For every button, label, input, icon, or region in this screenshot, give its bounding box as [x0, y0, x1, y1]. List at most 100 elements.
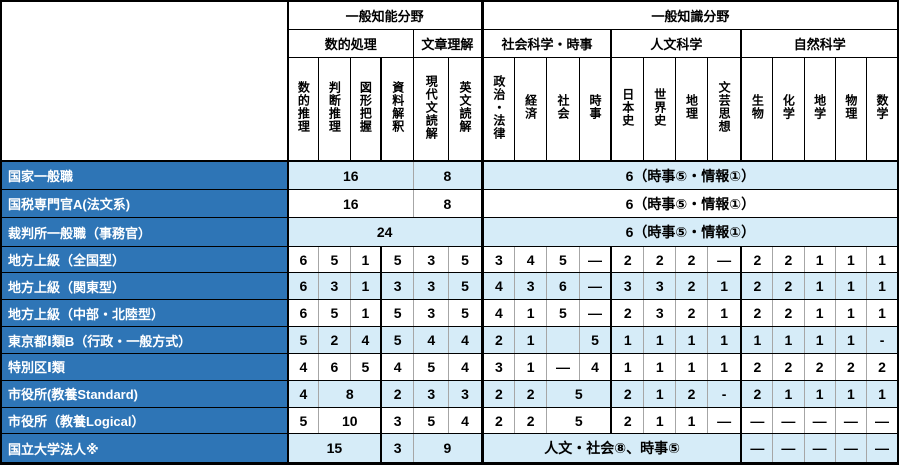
value-cell: 1 [772, 379, 805, 408]
value-cell: 6 [546, 272, 580, 301]
value-cell: 5 [546, 406, 612, 435]
value-cell: - [706, 379, 742, 408]
value-cell: 2 [866, 352, 899, 381]
value-cell: 2 [772, 272, 805, 301]
column-header-label: 化学 [781, 94, 796, 121]
value-cell: 5 [546, 245, 580, 274]
value-cell: 1 [834, 299, 868, 328]
column-subgroup-header: 数的処理 [286, 28, 415, 58]
value-cell: 1 [675, 326, 708, 354]
column-header: 世界史 [643, 56, 677, 162]
value-cell: 5 [380, 299, 415, 328]
value-cell: 1 [349, 272, 382, 301]
value-cell: 4 [448, 352, 483, 381]
table-row: 国家一般職 16 8 6（時事⑤・情報①） [0, 160, 899, 191]
corner-cell [0, 0, 289, 162]
value-cell: 6（時事⑤・情報①） [480, 160, 899, 191]
value-cell: 1 [803, 299, 836, 328]
column-header-label: 現代文読解 [424, 74, 439, 140]
column-group-header: 一般知能分野 [287, 0, 483, 30]
table-row: 地方上級（全国型） 6 5 1 5 3 5 3 4 5—2 2 2—2 2 1 1 1 [0, 245, 899, 274]
value-cell: 5 [413, 406, 450, 435]
value-cell: 1 [834, 326, 868, 354]
value-cell: 1 [514, 352, 548, 381]
value-cell: 2 [514, 379, 548, 408]
value-cell: 2 [514, 406, 548, 435]
value-cell: 2 [480, 326, 516, 354]
row-label: 特別区Ⅰ類 [0, 352, 289, 381]
value-cell: 4 [448, 406, 483, 435]
value-cell: 2 [480, 379, 516, 408]
value-cell: 1 [866, 379, 899, 408]
value-cell: — [866, 433, 899, 464]
value-cell: 1 [349, 245, 382, 274]
row-label: 市役所(教養Standard) [0, 379, 289, 408]
row-label: 国税専門官A(法文系) [0, 189, 289, 219]
value-cell: 1 [675, 406, 708, 435]
value-cell: 6 [318, 352, 351, 381]
value-cell: — [546, 352, 580, 381]
value-cell: 2 [772, 299, 805, 328]
column-header-label: 政治・法律 [491, 74, 506, 140]
column-header: 数学 [866, 56, 899, 162]
row-label: 裁判所一般職（事務官） [0, 217, 289, 247]
column-header: 化学 [772, 56, 805, 162]
value-cell: 1 [803, 272, 836, 301]
column-header: 社会 [546, 56, 580, 162]
column-header-label: 判断推理 [327, 81, 342, 134]
column-header: 現代文読解 [413, 56, 450, 162]
value-cell: 5 [578, 326, 612, 354]
value-cell: 5 [318, 245, 351, 274]
value-cell: 5 [286, 406, 320, 435]
column-subgroup-header: 人文科学 [610, 28, 742, 58]
value-cell: 6（時事⑤・情報①） [480, 189, 899, 219]
value-cell: 1 [643, 379, 677, 408]
value-cell: 6（時事⑤・情報①） [480, 217, 899, 247]
column-header: 資料解釈 [380, 56, 415, 162]
column-header-label: 資料解釈 [390, 81, 405, 134]
value-cell: 6 [286, 299, 320, 328]
value-cell: 2 [610, 245, 645, 274]
value-cell: 1 [643, 406, 677, 435]
value-cell: — [772, 406, 805, 435]
column-header-label: 地学 [812, 94, 827, 121]
value-cell: 16 [286, 160, 415, 191]
value-cell: 2 [834, 352, 868, 381]
row-label: 国家一般職 [0, 160, 289, 191]
column-header: 数的推理 [286, 56, 320, 162]
value-cell: 1 [803, 379, 836, 408]
header-group-row-2: 数的処理 文章理解 社会科学・時事 人文科学 自然科学 [1, 28, 899, 58]
value-cell: 2 [740, 379, 774, 408]
column-header: 時事 [578, 56, 612, 162]
value-cell: — [834, 406, 868, 435]
column-header-label: 図形把握 [358, 81, 373, 134]
value-cell: 1 [706, 272, 742, 301]
column-subgroup-header: 文章理解 [413, 28, 483, 58]
column-header: 生物 [740, 56, 774, 162]
value-cell: 5 [349, 352, 382, 381]
value-cell: — [866, 406, 899, 435]
value-cell: 人文・社会⑧、時事⑤ [480, 433, 742, 464]
value-cell: 2 [675, 245, 708, 274]
value-cell: 1 [803, 245, 836, 274]
value-cell: 9 [413, 433, 483, 464]
value-cell: 8 [318, 379, 382, 408]
value-cell: 1 [514, 326, 548, 354]
value-cell: 3 [413, 299, 450, 328]
column-header-label: 日本史 [620, 87, 635, 127]
value-cell: 3 [413, 245, 450, 274]
value-cell: 5 [318, 299, 351, 328]
column-group-header: 一般知識分野 [480, 0, 899, 30]
value-cell: 1 [834, 379, 868, 408]
value-cell: 5 [448, 299, 483, 328]
value-cell: 3 [413, 379, 450, 408]
value-cell: 4 [413, 326, 450, 354]
value-cell: - [866, 326, 899, 354]
value-cell: 3 [380, 433, 415, 464]
table-row: 国税専門官A(法文系) 16 8 6（時事⑤・情報①） [0, 189, 899, 219]
column-header: 図形把握 [349, 56, 382, 162]
header-columns-row: 数的推理 判断推理 図形把握 資料解釈 現代文読解 英文読解 政治・法律 経済 社会 時事 日本史 世… [1, 56, 899, 162]
value-cell [546, 326, 580, 354]
value-cell: 2 [740, 352, 774, 381]
column-header: 地学 [803, 56, 836, 162]
